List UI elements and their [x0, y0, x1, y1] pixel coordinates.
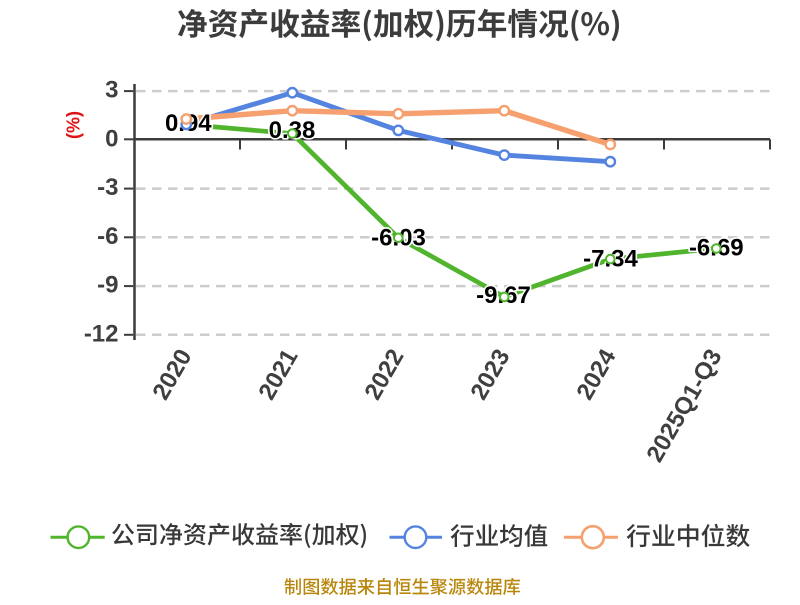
svg-text:-6: -6	[97, 223, 118, 250]
svg-text:-9: -9	[97, 272, 118, 299]
svg-text:3: 3	[105, 77, 118, 104]
svg-text:0: 0	[105, 125, 118, 152]
svg-text:(%): (%)	[64, 111, 84, 139]
svg-text:-6.69: -6.69	[689, 235, 744, 262]
svg-text:-12: -12	[84, 320, 119, 347]
svg-text:-7.34: -7.34	[583, 245, 638, 272]
svg-text:-3: -3	[97, 174, 118, 201]
